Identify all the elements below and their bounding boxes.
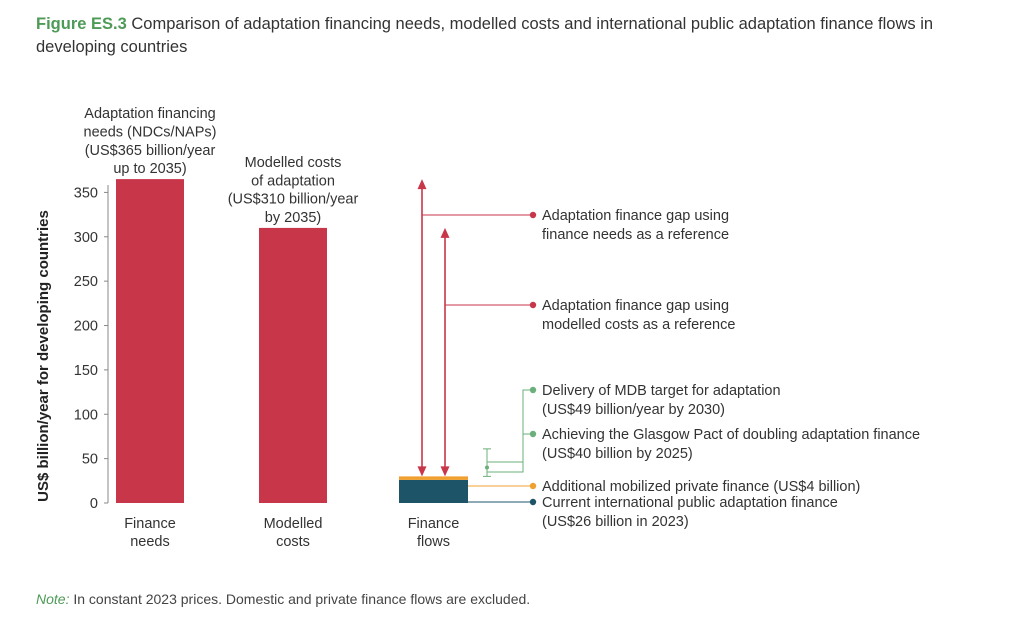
annotation-dot bbox=[529, 301, 537, 309]
y-tick-label: 100 bbox=[74, 407, 98, 423]
figure-number: Figure ES.3 bbox=[36, 15, 127, 33]
figure-note: Note: In constant 2023 prices. Domestic … bbox=[36, 591, 530, 607]
y-tick-label: 150 bbox=[74, 363, 98, 379]
annotation-text: Adaptation finance gap using bbox=[542, 208, 729, 224]
annotation-text: finance needs as a reference bbox=[542, 227, 729, 243]
bar-1 bbox=[259, 227, 327, 503]
y-tick-label: 350 bbox=[74, 185, 98, 201]
category-label: costs bbox=[276, 534, 310, 550]
figure-title: Figure ES.3 Comparison of adaptation fin… bbox=[36, 13, 996, 59]
annotation-text: Adaptation finance gap using bbox=[542, 298, 729, 314]
stack-segment-1 bbox=[399, 476, 468, 480]
bar-label: (US$310 billion/year bbox=[228, 192, 359, 208]
bar-label: by 2035) bbox=[265, 210, 321, 226]
y-tick-label: 50 bbox=[82, 452, 98, 468]
annotation-dot bbox=[529, 211, 537, 219]
annotations: Adaptation finance gap using finance need… bbox=[422, 208, 920, 530]
y-tick-label: 300 bbox=[74, 230, 98, 246]
annotation-text: Additional mobilized private finance (US… bbox=[542, 479, 860, 495]
category-label: Finance bbox=[124, 516, 176, 532]
stack-segment-0 bbox=[399, 479, 468, 503]
gap-arrow-head-bottom bbox=[417, 466, 427, 477]
bars bbox=[116, 179, 327, 503]
annotation-dot bbox=[529, 498, 537, 506]
bar-label: of adaptation bbox=[251, 173, 335, 189]
annotation-text: modelled costs as a reference bbox=[542, 317, 735, 333]
y-axis: 0 50 100 150 200 250 300 350 bbox=[74, 185, 109, 512]
annotation-dot bbox=[529, 482, 537, 490]
category-label: Modelled bbox=[264, 516, 323, 532]
annotation-text: Achieving the Glasgow Pact of doubling a… bbox=[542, 427, 920, 443]
category-label: Finance bbox=[408, 516, 460, 532]
annotation-text: (US$26 billion in 2023) bbox=[542, 514, 689, 530]
annotation-leader bbox=[487, 389, 533, 473]
category-label: flows bbox=[417, 534, 450, 550]
bar-label: (US$365 billion/year bbox=[85, 143, 216, 159]
gap-arrow-head-bottom bbox=[440, 466, 450, 477]
annotation-dot bbox=[529, 430, 537, 438]
gap-arrow-head-top bbox=[440, 227, 450, 238]
annotation-text: (US$49 billion/year by 2030) bbox=[542, 402, 725, 418]
y-tick-label: 200 bbox=[74, 319, 98, 335]
annotation-text: (US$40 billion by 2025) bbox=[542, 446, 693, 462]
category-labels: Finance needs Modelled costs Finance flows bbox=[124, 516, 459, 550]
note-text: In constant 2023 prices. Domestic and pr… bbox=[73, 591, 531, 607]
annotation-text: Current international public adaptation … bbox=[542, 495, 838, 511]
bar-label: Modelled costs bbox=[245, 155, 342, 171]
target-mark bbox=[485, 465, 489, 470]
annotation-leader bbox=[487, 433, 533, 463]
finance-flows bbox=[399, 179, 491, 503]
y-axis-label: US$ billion/year for developing countrie… bbox=[35, 210, 52, 502]
bar-0 bbox=[116, 179, 184, 503]
annotation-text: Delivery of MDB target for adaptation bbox=[542, 383, 781, 399]
figure-title-text: Comparison of adaptation financing needs… bbox=[36, 15, 934, 56]
y-tick-label: 250 bbox=[74, 274, 98, 290]
note-label: Note: bbox=[36, 591, 70, 607]
y-tick-label: 0 bbox=[90, 496, 98, 512]
gap-arrow-head-top bbox=[417, 179, 427, 190]
bar-label: up to 2035) bbox=[113, 161, 186, 177]
bar-label: needs (NDCs/NAPs) bbox=[84, 124, 217, 140]
annotation-dot bbox=[529, 386, 537, 394]
bar-label: Adaptation financing bbox=[84, 106, 215, 122]
bar-labels: Adaptation financing needs (NDCs/NAPs) (US… bbox=[84, 106, 359, 226]
category-label: needs bbox=[130, 534, 170, 550]
